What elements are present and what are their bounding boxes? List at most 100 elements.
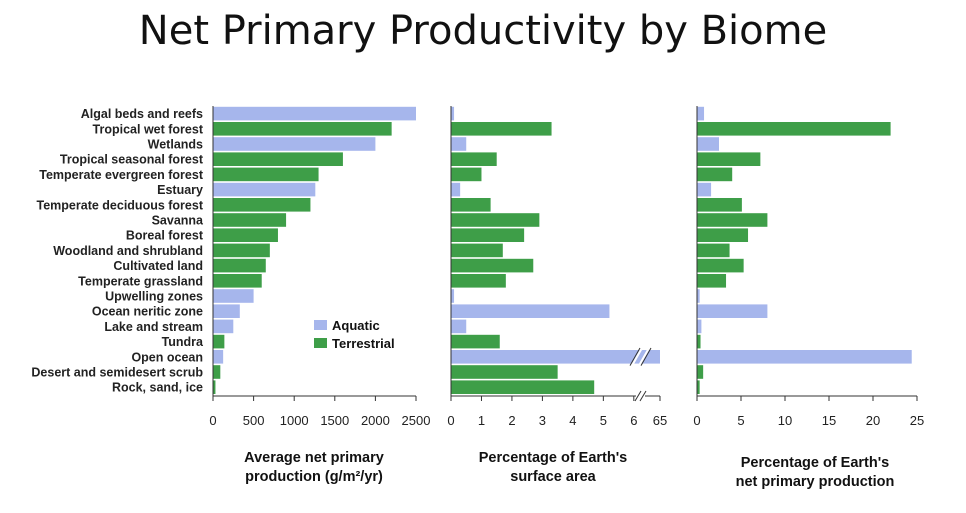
x-axis-title: net primary production [736,474,895,490]
bar [697,319,702,334]
bar [697,228,749,242]
bar [697,182,712,197]
axis-break-mark [639,390,647,402]
bar [697,243,730,258]
bar [451,137,467,151]
bar [697,289,700,303]
bar [213,289,254,303]
x-tick-label: 10 [778,413,792,428]
category-label: Lake and stream [104,320,203,334]
bar [213,182,316,197]
category-label: Rock, sand, ice [112,381,203,395]
x-tick-label: 15 [822,413,836,428]
bar [213,198,311,212]
bar [451,289,455,303]
category-label: Temperate deciduous forest [37,198,204,212]
bar [213,319,234,334]
axis-break-mark [634,390,642,402]
bar-break-mark [640,347,652,366]
bar-break-gap [631,347,643,367]
category-label: Temperate grassland [78,274,203,288]
category-label: Estuary [157,183,203,197]
bar [451,350,660,364]
bar [213,213,287,227]
x-tick-label: 1500 [320,413,349,428]
x-tick-label: 0 [447,413,454,428]
bar [697,304,768,318]
bar [213,274,262,288]
x-tick-label: 1000 [280,413,309,428]
bar [213,380,216,394]
x-tick-label: 20 [866,413,880,428]
category-label: Ocean neritic zone [92,305,203,319]
bar [451,167,482,182]
bar [213,228,278,242]
bar [451,122,552,136]
category-label: Upwelling zones [105,290,203,304]
x-tick-label: 1 [478,413,485,428]
bar [451,152,497,166]
category-label: Boreal forest [126,229,204,243]
bar [213,152,343,166]
bar [697,258,744,273]
bar [697,365,704,379]
bar-break-mark [629,347,641,366]
bar [213,365,221,379]
bar [451,365,558,379]
x-tick-label: 6 [630,413,637,428]
x-tick-label: 65 [653,413,667,428]
category-label: Tropical seasonal forest [60,153,204,167]
category-label: Open ocean [131,350,203,364]
bar [451,304,610,318]
category-label: Tropical wet forest [93,122,204,136]
category-label: Cultivated land [113,259,203,273]
x-tick-label: 2000 [361,413,390,428]
bar [697,198,742,212]
category-label: Algal beds and reefs [81,107,203,121]
category-label: Temperate evergreen forest [39,168,204,182]
bar [451,258,534,273]
bar [213,106,416,121]
bar [451,182,461,197]
bar [697,213,768,227]
x-tick-label: 4 [569,413,576,428]
x-axis-title: Percentage of Earth's [741,455,890,471]
bar [213,334,225,349]
bar [697,167,733,182]
bar [213,304,240,318]
bar [451,380,595,394]
x-axis-title: Average net primary [244,450,384,466]
bar [697,122,891,136]
bar [213,122,392,136]
x-tick-label: 500 [243,413,265,428]
bar [451,319,467,334]
x-axis-title: production (g/m²/yr) [245,469,383,485]
bar [213,243,270,258]
x-tick-label: 2500 [402,413,431,428]
x-tick-label: 0 [693,413,700,428]
category-label: Woodland and shrubland [53,244,203,258]
bar [697,137,719,151]
bar [213,137,376,151]
x-axis-title: surface area [510,469,596,485]
legend-swatch-aquatic [314,320,327,330]
bar [697,106,705,121]
bar [697,334,701,349]
x-tick-label: 5 [737,413,744,428]
legend-swatch-terrestrial [314,338,327,348]
x-tick-label: 0 [209,413,216,428]
bar [451,274,506,288]
legend-label-terrestrial: Terrestrial [332,336,395,351]
bar-break-gap [638,347,650,367]
x-tick-label: 3 [539,413,546,428]
bar [697,350,912,364]
x-tick-label: 25 [910,413,924,428]
chart-title: Net Primary Productivity by Biome [138,8,828,54]
bar [697,380,700,394]
bar [451,106,455,121]
x-tick-label: 2 [508,413,515,428]
bar [451,228,525,242]
bar [451,213,540,227]
legend-label-aquatic: Aquatic [332,318,380,333]
